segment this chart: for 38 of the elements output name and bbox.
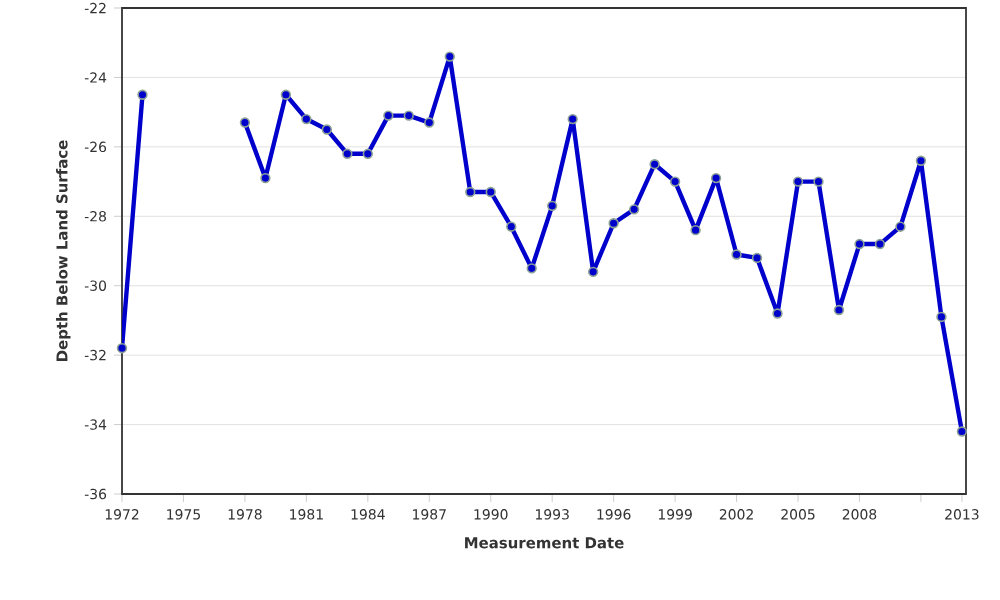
point bbox=[362, 148, 374, 159]
point bbox=[424, 117, 435, 128]
point bbox=[874, 238, 886, 250]
point bbox=[936, 311, 947, 323]
point bbox=[854, 238, 865, 250]
point bbox=[547, 200, 558, 212]
point bbox=[321, 124, 333, 135]
point bbox=[690, 224, 701, 236]
point bbox=[403, 110, 414, 121]
point bbox=[587, 266, 599, 278]
point bbox=[751, 252, 763, 264]
point bbox=[649, 159, 660, 170]
point bbox=[506, 221, 517, 232]
point bbox=[280, 89, 292, 100]
point bbox=[567, 113, 578, 125]
point bbox=[833, 304, 845, 316]
point bbox=[628, 204, 640, 215]
point bbox=[383, 110, 394, 121]
point bbox=[608, 218, 619, 229]
point bbox=[792, 176, 804, 187]
point bbox=[772, 308, 783, 319]
point bbox=[342, 148, 353, 159]
point bbox=[444, 51, 455, 62]
point bbox=[710, 172, 722, 184]
point bbox=[526, 263, 537, 274]
point bbox=[485, 186, 496, 198]
point bbox=[731, 249, 742, 260]
point bbox=[465, 186, 476, 198]
point bbox=[956, 426, 968, 437]
point bbox=[137, 89, 148, 100]
point bbox=[239, 117, 251, 128]
point bbox=[915, 155, 927, 166]
point bbox=[813, 176, 824, 187]
point bbox=[669, 176, 681, 187]
point bbox=[301, 113, 312, 125]
point bbox=[116, 343, 128, 354]
point bbox=[895, 221, 906, 232]
point bbox=[260, 172, 271, 184]
